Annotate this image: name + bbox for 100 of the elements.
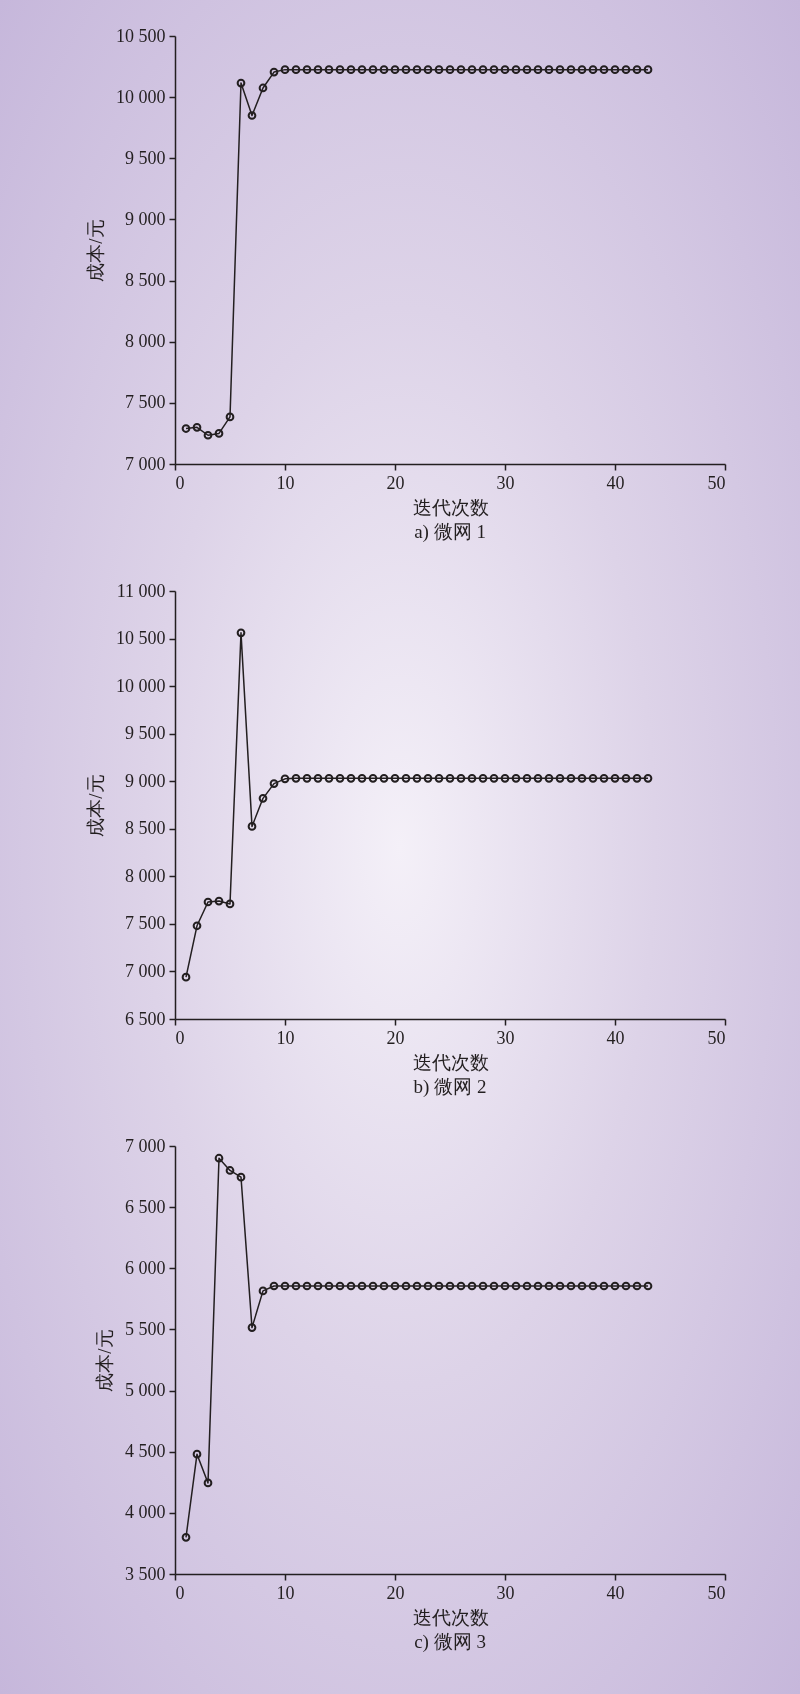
point	[577, 774, 587, 783]
point	[511, 774, 521, 783]
x-tick-label: 20	[386, 1582, 405, 1603]
point	[258, 1286, 268, 1296]
point	[412, 774, 422, 783]
point	[599, 1281, 609, 1291]
y-tick-label: 7 500	[125, 913, 166, 934]
point	[555, 774, 565, 783]
point	[203, 897, 213, 907]
x-tick-label: 20	[386, 1027, 405, 1048]
point	[335, 1281, 345, 1291]
point	[533, 65, 543, 74]
point	[522, 1281, 532, 1291]
y-tick-label: 8 500	[125, 270, 166, 291]
y-tick-label: 10 500	[116, 628, 166, 649]
point	[555, 65, 565, 74]
point	[467, 65, 477, 74]
point	[357, 774, 367, 783]
y-axis-title: 成本/元	[85, 774, 106, 837]
point	[236, 1172, 246, 1182]
point	[511, 1281, 521, 1291]
point	[291, 774, 301, 783]
x-tick-label: 0	[175, 472, 185, 493]
point	[357, 1281, 367, 1291]
text: b) 微网 2	[413, 1076, 487, 1098]
point	[610, 774, 620, 783]
point	[302, 65, 312, 74]
text: c) 微网 3	[414, 1631, 486, 1653]
point	[247, 1323, 257, 1332]
point	[489, 65, 499, 74]
x-tick-label: 10	[276, 472, 295, 493]
point	[610, 65, 620, 74]
point	[423, 1281, 433, 1291]
point	[247, 822, 257, 831]
x-tick-label: 30	[496, 1027, 515, 1048]
point	[236, 628, 246, 638]
y-tick-label: 5 000	[125, 1380, 166, 1401]
x-tick-label: 50	[707, 472, 726, 493]
point	[214, 1153, 224, 1163]
y-axis-title: 成本/元	[94, 1329, 115, 1392]
point	[610, 1281, 620, 1291]
point	[313, 774, 323, 783]
point	[621, 1281, 631, 1291]
x-tick-label: 30	[496, 472, 515, 493]
y-tick-label: 4 000	[125, 1502, 166, 1523]
point	[225, 412, 235, 422]
point	[588, 774, 598, 783]
point	[500, 774, 510, 783]
point	[522, 65, 532, 74]
x-tick-label: 20	[386, 472, 405, 493]
y-tick-label: 7 500	[125, 392, 166, 413]
point	[192, 422, 202, 432]
point	[489, 1281, 499, 1291]
point	[478, 65, 488, 74]
point	[456, 774, 466, 783]
point	[324, 1281, 334, 1291]
point	[522, 774, 532, 783]
x-tick-label: 0	[175, 1027, 185, 1048]
y-tick-label: 6 000	[125, 1257, 166, 1278]
point	[632, 65, 642, 74]
point	[445, 774, 455, 783]
y-tick-label: 6 500	[125, 1008, 166, 1029]
point	[456, 65, 466, 74]
point	[280, 774, 290, 784]
point	[368, 65, 378, 74]
point	[357, 65, 367, 74]
point	[423, 65, 433, 74]
point	[500, 65, 510, 74]
x-tick-label: 40	[606, 472, 625, 493]
point	[192, 921, 202, 931]
point	[269, 67, 279, 77]
y-tick-label: 10 500	[116, 25, 166, 46]
x-tick-label: 30	[496, 1582, 515, 1603]
x-tick-label: 0	[175, 1582, 185, 1603]
point	[346, 1281, 356, 1291]
point	[346, 65, 356, 74]
y-tick-label: 7 000	[125, 1135, 166, 1156]
point	[423, 774, 433, 783]
point	[324, 774, 334, 783]
y-axis-title: 成本/元	[85, 219, 106, 282]
y-tick-label: 9 000	[125, 770, 166, 791]
point	[225, 899, 235, 909]
point	[335, 65, 345, 74]
point	[401, 65, 411, 74]
point	[313, 65, 323, 74]
x-tick-label: 10	[276, 1582, 295, 1603]
point	[368, 774, 378, 783]
y-tick-label: 9 500	[125, 147, 166, 168]
point	[434, 65, 444, 74]
x-axis-title: 迭代次数	[412, 496, 489, 518]
point	[544, 65, 554, 74]
point	[346, 774, 356, 783]
x-tick-label: 50	[707, 1027, 726, 1048]
y-tick-label: 8 000	[125, 865, 166, 886]
y-tick-label: 11 000	[116, 580, 166, 601]
point	[467, 1281, 477, 1291]
point	[214, 429, 224, 438]
point	[566, 65, 576, 74]
point	[280, 1281, 290, 1291]
point	[291, 65, 301, 74]
